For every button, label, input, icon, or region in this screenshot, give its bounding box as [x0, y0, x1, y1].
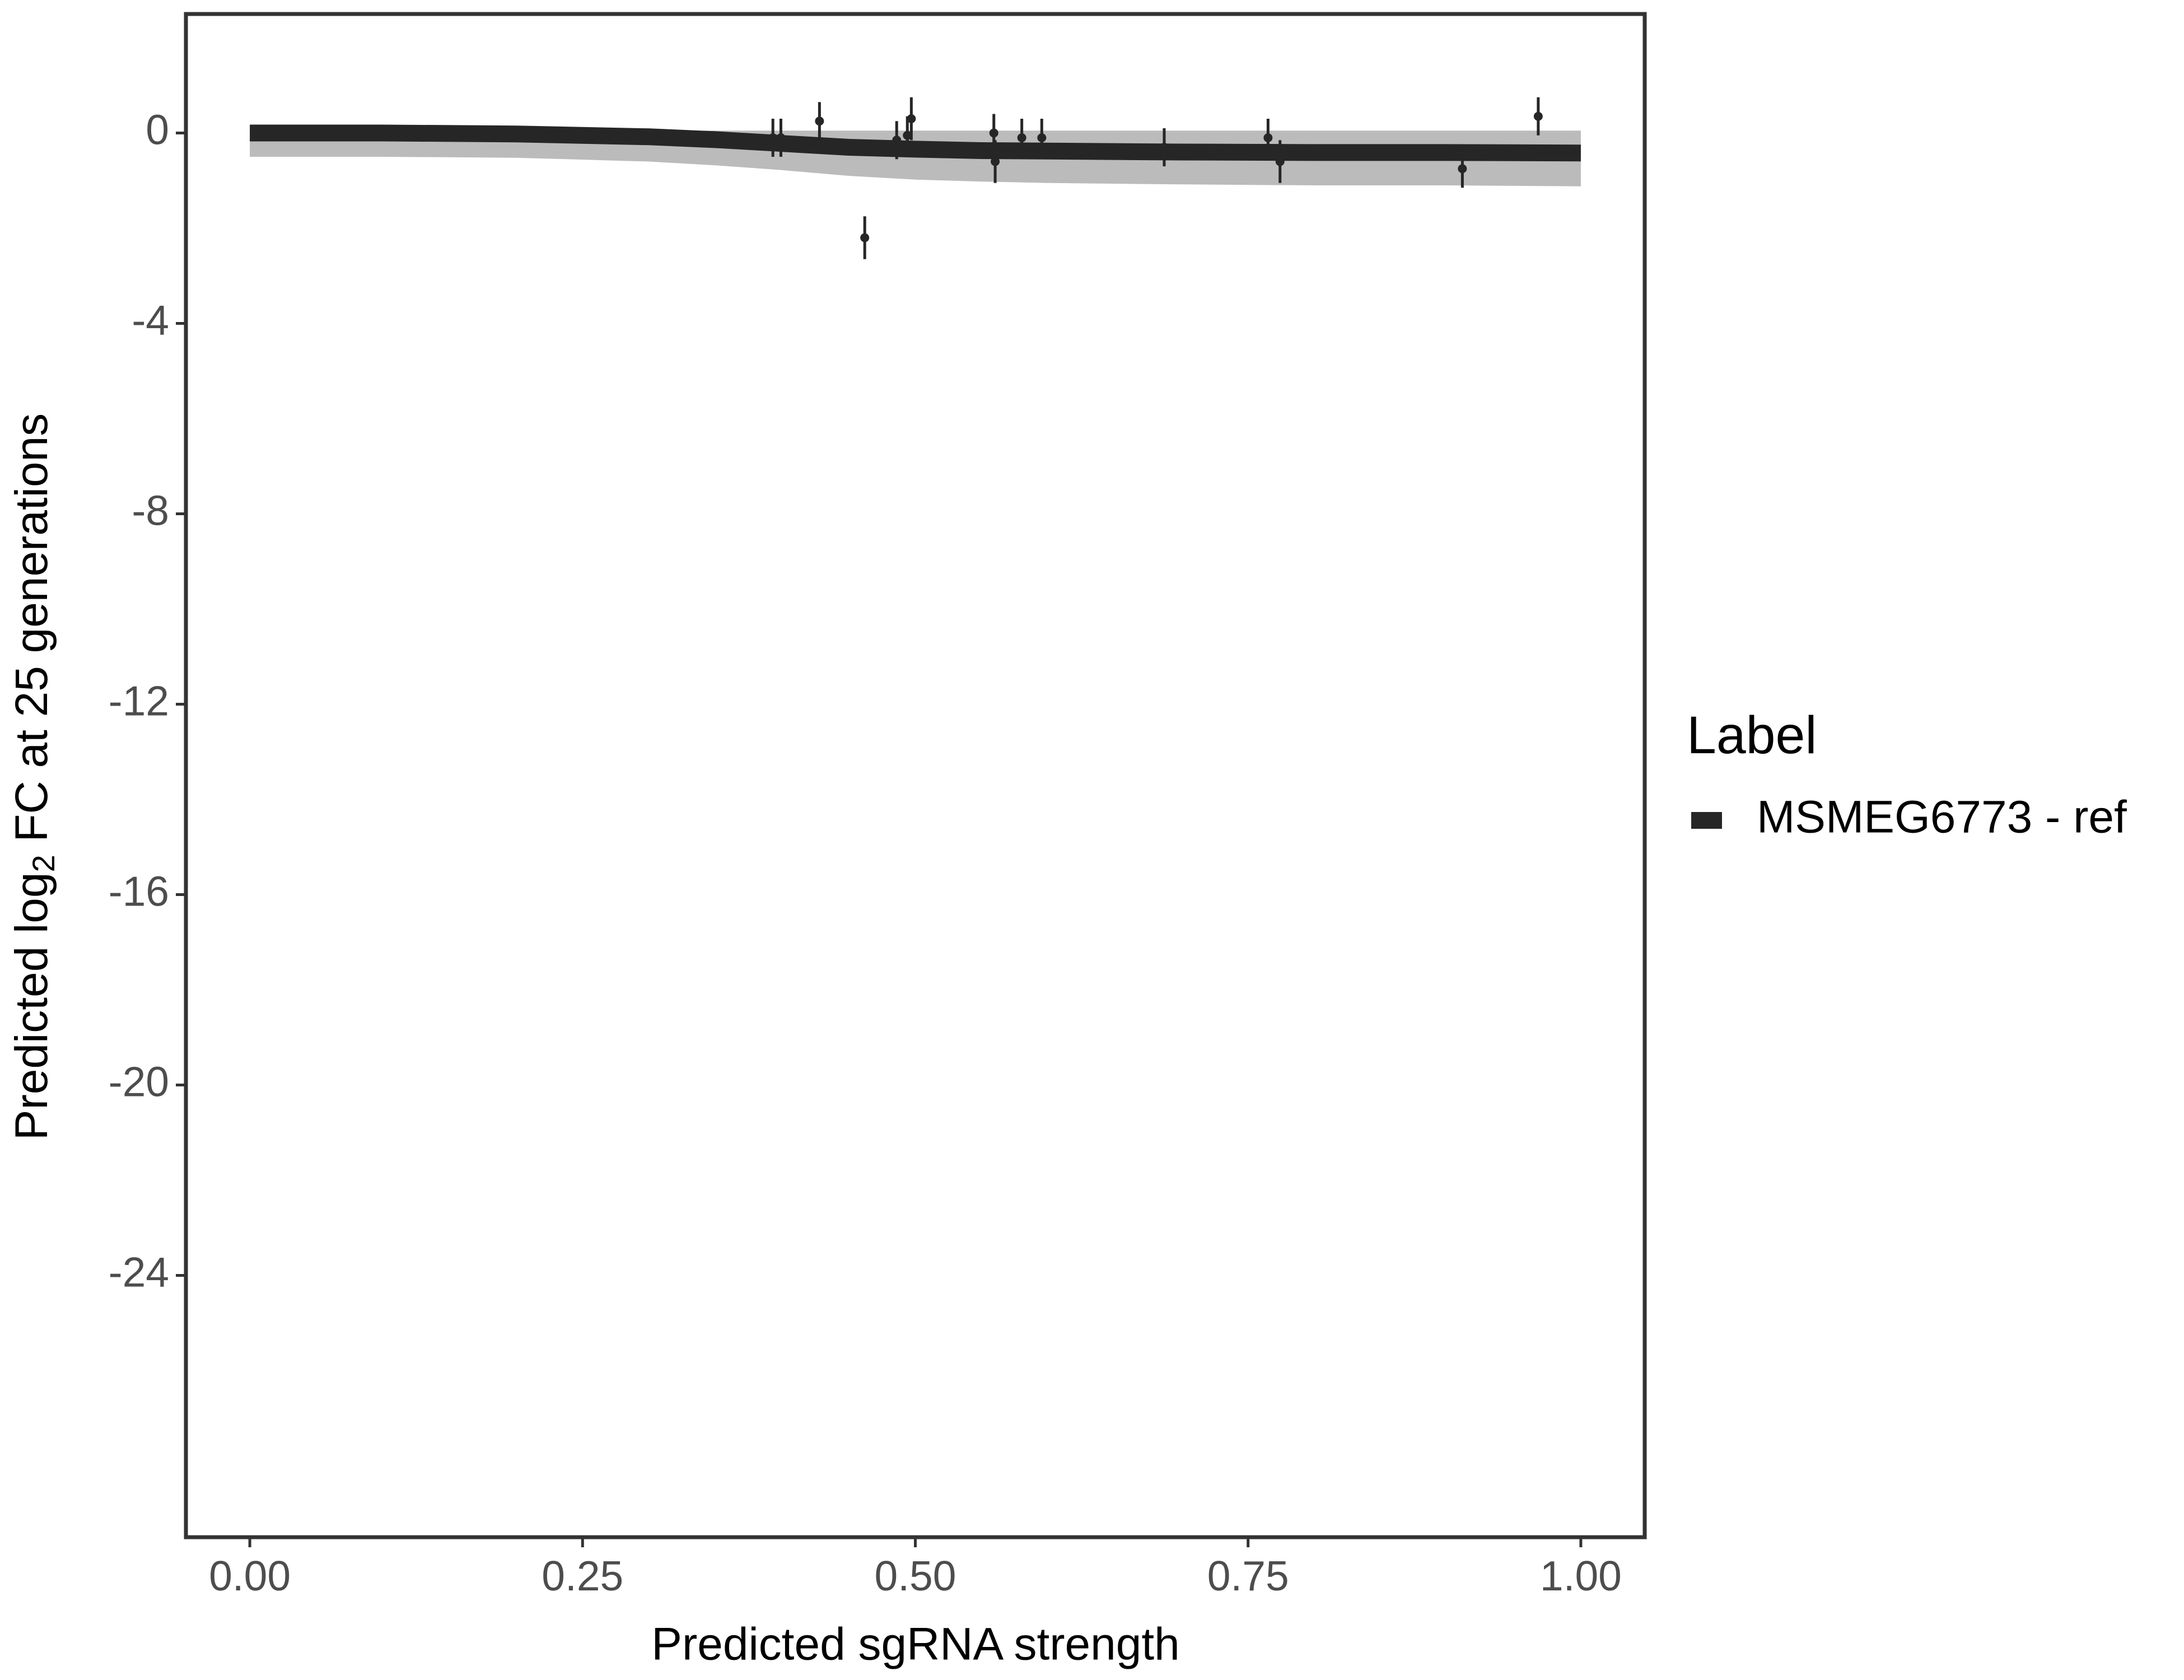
point	[903, 130, 912, 140]
x-axis-title: Predicted sgRNA strength	[651, 1619, 1179, 1670]
point	[1037, 133, 1047, 142]
x-tick-label: 0.75	[1207, 1552, 1289, 1599]
point	[860, 233, 870, 242]
y-tick-label: -4	[132, 296, 169, 343]
point	[1458, 164, 1467, 174]
x-tick-label: 0.50	[875, 1552, 956, 1599]
y-axis-title: Predicted log2 FC at 25 generations	[6, 413, 61, 1140]
fit-line	[250, 124, 1581, 162]
y-tick-label: -24	[109, 1248, 169, 1295]
point	[1263, 133, 1273, 142]
y-tick-label: 0	[146, 106, 169, 153]
y-tick-label: -16	[109, 867, 169, 914]
plot-frame	[184, 12, 1647, 1539]
y-tick-label: -8	[132, 487, 169, 534]
y-axis-title-prefix: Predicted log	[6, 872, 57, 1141]
x-tick-label: 1.00	[1540, 1552, 1622, 1599]
x-tick-label: 0.00	[209, 1552, 291, 1599]
y-axis-title-sub: 2	[26, 855, 61, 872]
x-tick-label: 0.25	[542, 1552, 623, 1599]
point	[815, 116, 824, 126]
point	[991, 157, 1000, 166]
point	[1159, 143, 1169, 152]
point	[1017, 133, 1026, 142]
point	[768, 133, 778, 142]
point	[776, 133, 786, 142]
point	[1275, 157, 1285, 166]
y-tick-label: -12	[109, 677, 169, 724]
y-axis-title-suffix: FC at 25 generations	[6, 413, 57, 855]
y-tick-label: -20	[109, 1058, 169, 1105]
point	[989, 128, 998, 138]
point	[892, 136, 902, 145]
legend-title: Label	[1687, 706, 1817, 765]
point	[1533, 111, 1543, 121]
legend-label: MSMEG6773 - ref	[1757, 792, 2127, 843]
legend-key	[1691, 812, 1722, 829]
point	[907, 114, 916, 123]
